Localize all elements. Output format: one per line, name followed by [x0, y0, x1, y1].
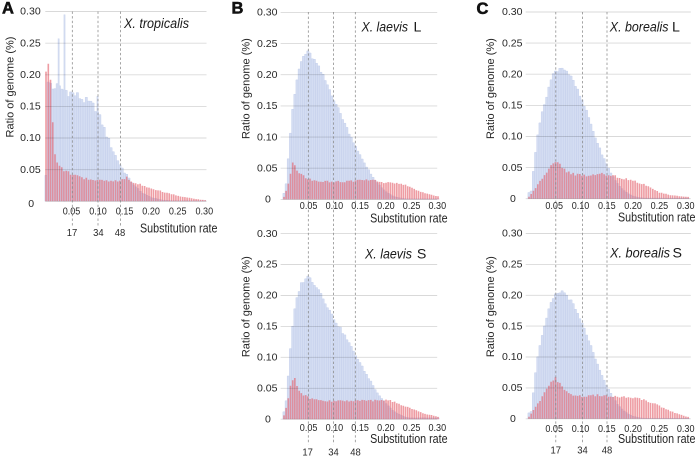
svg-text:0.20: 0.20: [257, 69, 278, 81]
svg-text:0.20: 0.20: [257, 290, 278, 302]
svg-text:0.30: 0.30: [20, 6, 41, 18]
svg-text:0.30: 0.30: [677, 424, 695, 435]
svg-text:34: 34: [93, 228, 104, 239]
svg-text:0.20: 0.20: [624, 201, 642, 212]
svg-text:48: 48: [602, 446, 613, 457]
svg-text:0.25: 0.25: [20, 37, 41, 49]
svg-text:0.15: 0.15: [351, 423, 369, 434]
svg-text:0.15: 0.15: [257, 321, 278, 333]
svg-text:0.10: 0.10: [502, 131, 523, 143]
svg-text:B: B: [232, 0, 244, 18]
svg-text:48: 48: [115, 228, 126, 239]
svg-text:Ratio of genome (%): Ratio of genome (%): [5, 37, 17, 138]
svg-text:0.30: 0.30: [429, 423, 447, 434]
svg-text:17: 17: [67, 228, 78, 239]
svg-text:0.20: 0.20: [20, 69, 41, 81]
svg-text:Ratio of genome (%): Ratio of genome (%): [485, 256, 497, 357]
svg-text:0: 0: [510, 413, 516, 425]
svg-text:0.05: 0.05: [545, 424, 563, 435]
svg-text:0.05: 0.05: [502, 382, 523, 394]
svg-text:S: S: [417, 246, 426, 262]
svg-text:0.10: 0.10: [326, 201, 344, 212]
svg-text:0.25: 0.25: [403, 201, 421, 212]
svg-text:0.15: 0.15: [502, 320, 523, 332]
svg-text:0.15: 0.15: [20, 101, 41, 113]
svg-text:0.15: 0.15: [116, 207, 134, 218]
svg-text:X. laevis: X. laevis: [364, 246, 412, 262]
svg-text:0.15: 0.15: [598, 424, 616, 435]
svg-text:Substitution rate: Substitution rate: [618, 211, 696, 225]
svg-text:Ratio of genome (%): Ratio of genome (%): [241, 38, 253, 139]
svg-text:X. borealis: X. borealis: [609, 20, 669, 36]
svg-text:0.20: 0.20: [142, 207, 160, 218]
svg-text:48: 48: [350, 447, 361, 457]
svg-text:0.30: 0.30: [196, 207, 214, 218]
svg-text:Substitution rate: Substitution rate: [370, 211, 448, 225]
svg-text:0.05: 0.05: [20, 164, 41, 176]
svg-text:L: L: [672, 20, 680, 36]
svg-text:X. laevis: X. laevis: [361, 20, 408, 36]
svg-text:0.30: 0.30: [677, 201, 695, 212]
svg-text:0.20: 0.20: [377, 423, 395, 434]
svg-text:0.05: 0.05: [257, 383, 278, 395]
svg-text:0.05: 0.05: [300, 423, 318, 434]
svg-text:0.30: 0.30: [502, 6, 523, 18]
svg-text:0.15: 0.15: [257, 100, 278, 112]
svg-text:0.20: 0.20: [377, 201, 395, 212]
svg-text:0.25: 0.25: [502, 37, 523, 49]
svg-text:0.30: 0.30: [429, 201, 447, 212]
svg-text:0.05: 0.05: [545, 201, 563, 212]
svg-text:0: 0: [265, 194, 271, 206]
svg-text:0.30: 0.30: [502, 228, 523, 240]
svg-text:0.15: 0.15: [351, 201, 369, 212]
svg-text:0.25: 0.25: [502, 259, 523, 271]
svg-text:Substitution rate: Substitution rate: [140, 222, 218, 236]
svg-text:S: S: [673, 245, 682, 261]
svg-text:0.10: 0.10: [257, 352, 278, 364]
svg-text:C: C: [477, 0, 489, 18]
svg-text:0.25: 0.25: [651, 424, 669, 435]
svg-text:Ratio of genome (%): Ratio of genome (%): [485, 38, 497, 139]
svg-text:Ratio of genome (%): Ratio of genome (%): [241, 256, 253, 357]
svg-text:17: 17: [551, 446, 562, 457]
svg-text:0.15: 0.15: [598, 201, 616, 212]
svg-text:0.30: 0.30: [257, 228, 278, 240]
svg-text:0.15: 0.15: [502, 100, 523, 112]
svg-text:34: 34: [328, 447, 339, 457]
svg-text:0.25: 0.25: [257, 259, 278, 271]
svg-text:17: 17: [302, 447, 313, 457]
svg-text:34: 34: [577, 446, 588, 457]
svg-text:Substitution rate: Substitution rate: [618, 432, 696, 446]
svg-text:0.10: 0.10: [20, 132, 41, 144]
svg-text:0.05: 0.05: [502, 162, 523, 174]
svg-text:0.30: 0.30: [257, 7, 278, 19]
svg-text:A: A: [2, 0, 14, 18]
svg-text:0.10: 0.10: [326, 423, 344, 434]
svg-text:0.05: 0.05: [300, 201, 318, 212]
svg-text:0.25: 0.25: [169, 207, 187, 218]
svg-text:X. borealis: X. borealis: [609, 245, 670, 261]
svg-text:0: 0: [510, 193, 516, 205]
svg-text:0.10: 0.10: [89, 207, 107, 218]
svg-text:Substitution rate: Substitution rate: [370, 432, 448, 446]
svg-text:0: 0: [28, 198, 34, 210]
svg-text:0.10: 0.10: [502, 351, 523, 363]
svg-text:0: 0: [265, 413, 271, 425]
svg-text:0.20: 0.20: [502, 290, 523, 302]
svg-text:0.25: 0.25: [403, 423, 421, 434]
svg-text:0.05: 0.05: [257, 162, 278, 174]
svg-text:0.25: 0.25: [257, 38, 278, 50]
svg-text:L: L: [414, 20, 422, 36]
svg-text:X. tropicalis: X. tropicalis: [123, 16, 189, 32]
svg-text:0.20: 0.20: [624, 424, 642, 435]
svg-text:0.05: 0.05: [63, 207, 81, 218]
svg-text:0.10: 0.10: [572, 424, 590, 435]
svg-text:0.10: 0.10: [572, 201, 590, 212]
svg-text:0.10: 0.10: [257, 131, 278, 143]
svg-text:0.25: 0.25: [651, 201, 669, 212]
svg-text:0.20: 0.20: [502, 68, 523, 80]
